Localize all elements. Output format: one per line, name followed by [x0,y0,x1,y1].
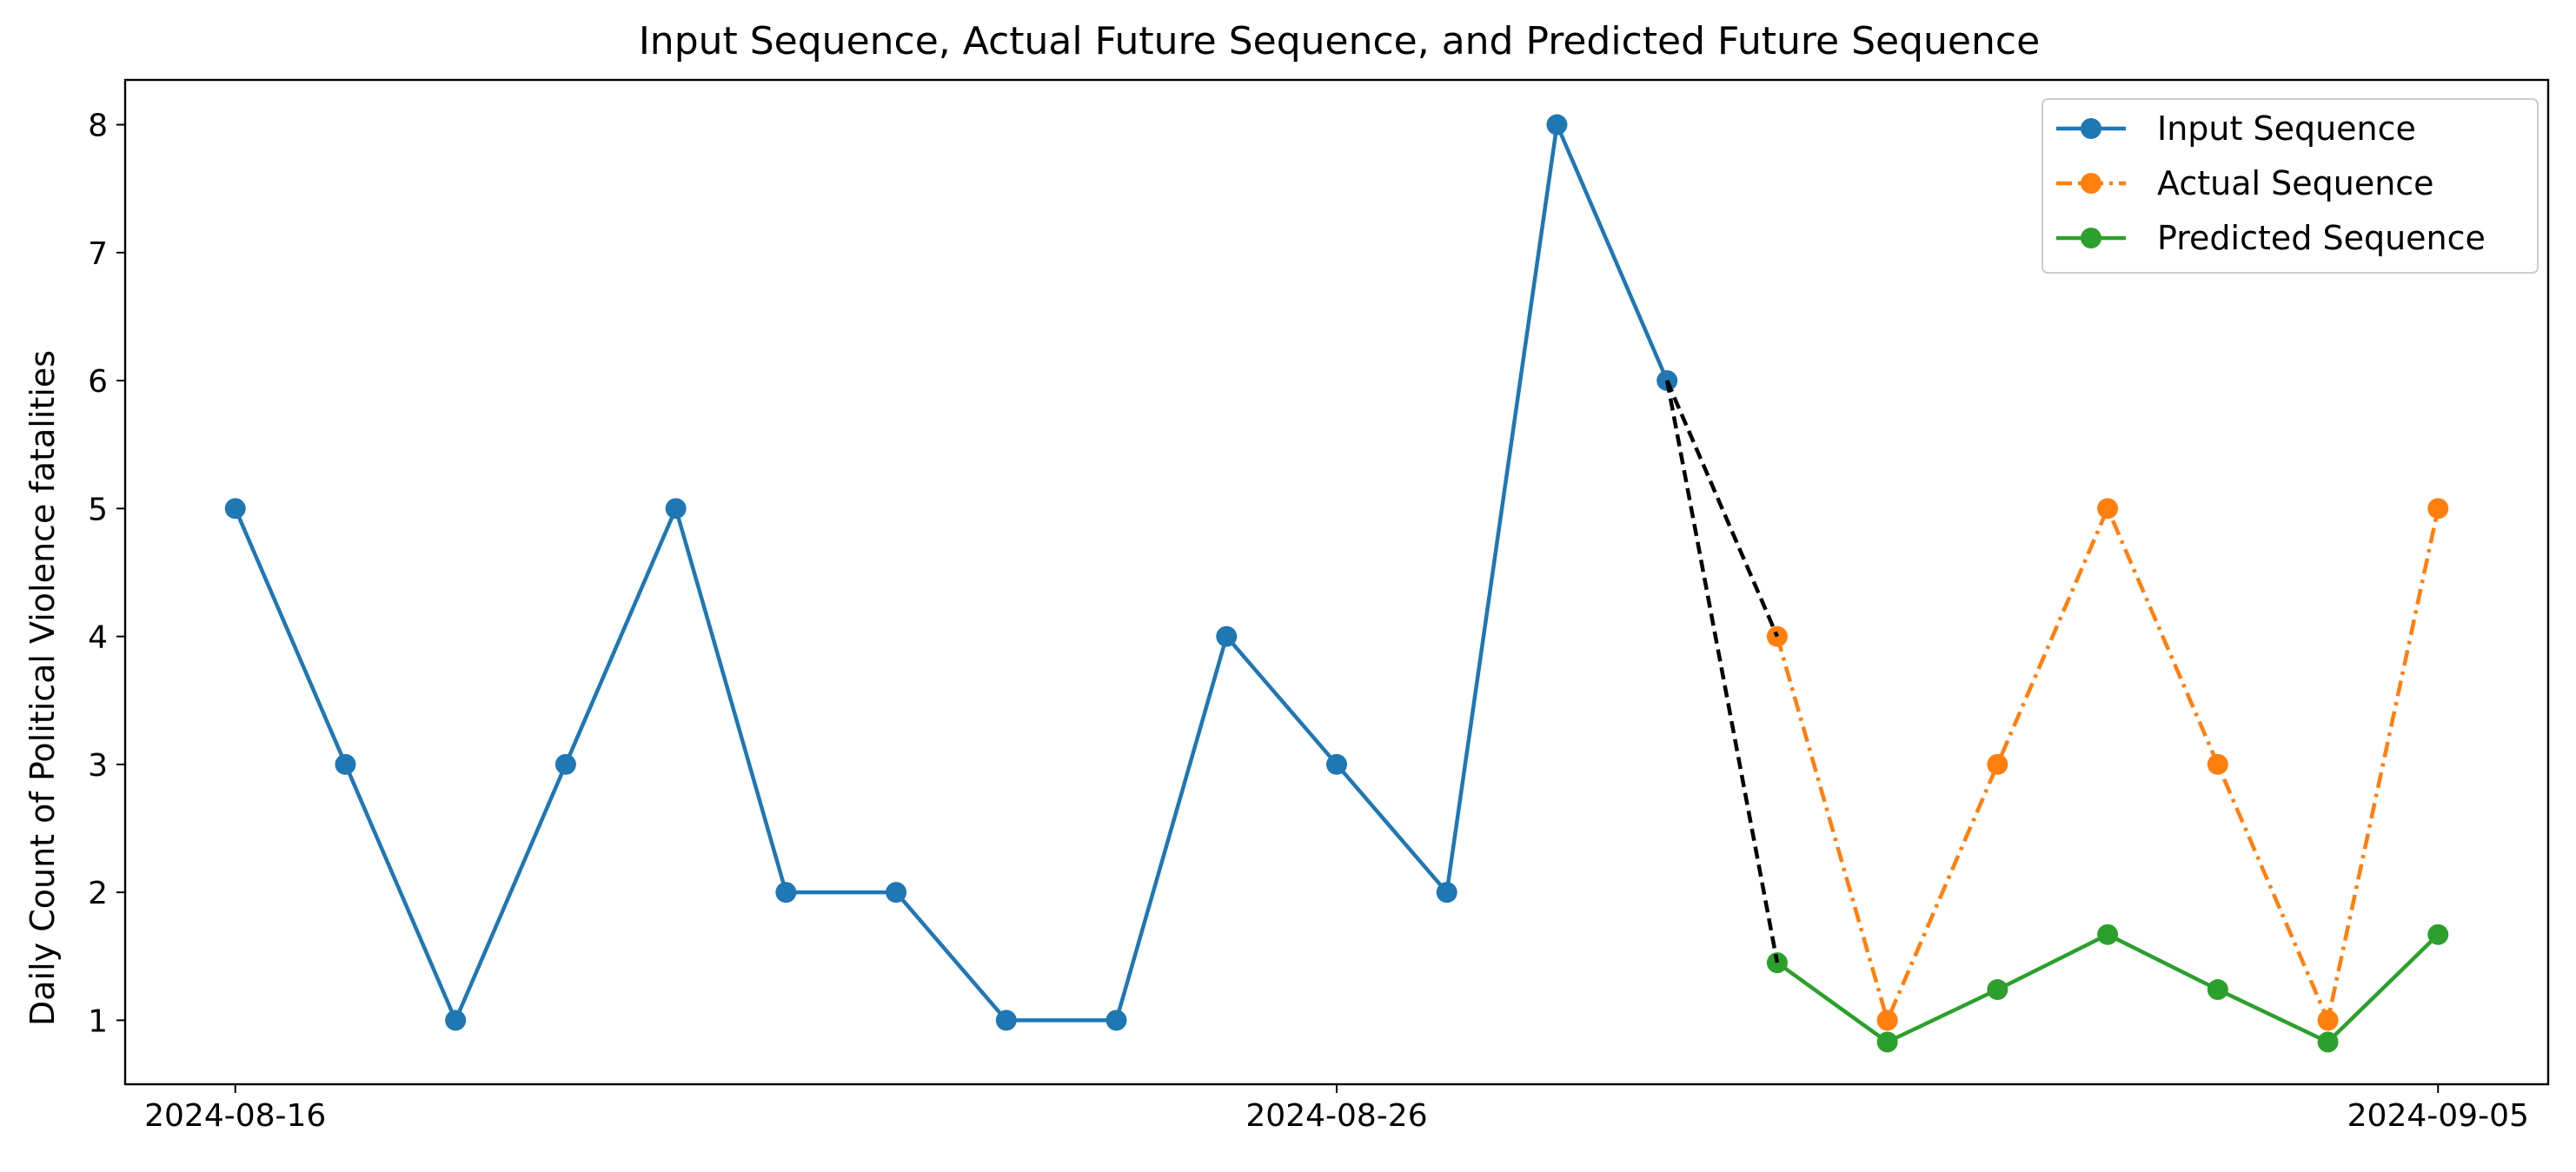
legend-actual-sequence-marker [2081,173,2101,194]
input-sequence-point [775,882,797,904]
actual-sequence-point [2207,753,2228,775]
predicted-sequence-point [1987,979,2008,1001]
y-tick-label: 4 [88,620,108,656]
input-sequence-point [995,1010,1017,1031]
y-tick-label: 2 [88,876,108,911]
input-sequence-point [1436,882,1457,904]
y-tick-label: 8 [88,109,108,144]
actual-sequence-point [2097,498,2119,520]
y-tick-label: 7 [88,236,108,272]
input-sequence-point [1326,753,1347,775]
actual-sequence-point [1766,626,1788,647]
x-tick-label: 2024-09-05 [2347,1098,2529,1134]
legend-box [2042,98,2539,274]
y-tick-label: 1 [88,1003,108,1039]
input-sequence-point [1105,1010,1127,1031]
predicted-sequence-point [2097,924,2119,945]
actual-sequence-point [1876,1010,1898,1031]
actual-sequence-point [2427,498,2449,520]
legend: Input Sequence Actual Sequence Predicted S… [2042,98,2539,274]
legend-input-sequence-label: Input Sequence [2157,109,2416,148]
y-axis-label: Daily Count of Political Violence fatali… [23,350,62,1026]
input-sequence-point [554,753,576,775]
actual-sequence-point [1987,753,2008,775]
predicted-sequence-point [2317,1031,2339,1053]
predicted-sequence-point [2427,924,2449,945]
input-sequence-point [224,498,246,520]
connector-line [1664,380,1780,963]
input-sequence-point [445,1010,467,1031]
y-tick-label: 3 [88,748,108,784]
legend-actual-sequence-label: Actual Sequence [2157,164,2434,202]
input-sequence-line [233,122,1670,1023]
x-tick-label: 2024-08-26 [1245,1098,1427,1134]
legend-input-sequence-marker [2081,118,2101,139]
plot-area: 1 2 3 4 5 6 7 8 2024-08-16 2024-08-26 2024-09-05 [88,78,2550,1134]
connector-line [1665,380,1779,638]
predicted-sequence-point [1766,952,1788,974]
x-tick-label: 2024-08-16 [144,1098,326,1134]
input-sequence-point [886,882,907,904]
input-sequence-point [1546,114,1568,136]
actual-sequence-point [2317,1010,2339,1031]
y-tick-label: 6 [88,364,108,400]
chart-title: Input Sequence, Actual Future Sequence, … [639,19,2040,63]
input-sequence-point [335,753,356,775]
input-sequence-point [665,498,687,520]
input-sequence-point [1216,626,1238,647]
predicted-sequence-point [2207,979,2228,1001]
predicted-sequence-point [1876,1031,1898,1053]
legend-predicted-sequence-marker [2081,228,2101,248]
y-tick-label: 5 [88,492,108,527]
legend-predicted-sequence-label: Predicted Sequence [2157,219,2486,257]
